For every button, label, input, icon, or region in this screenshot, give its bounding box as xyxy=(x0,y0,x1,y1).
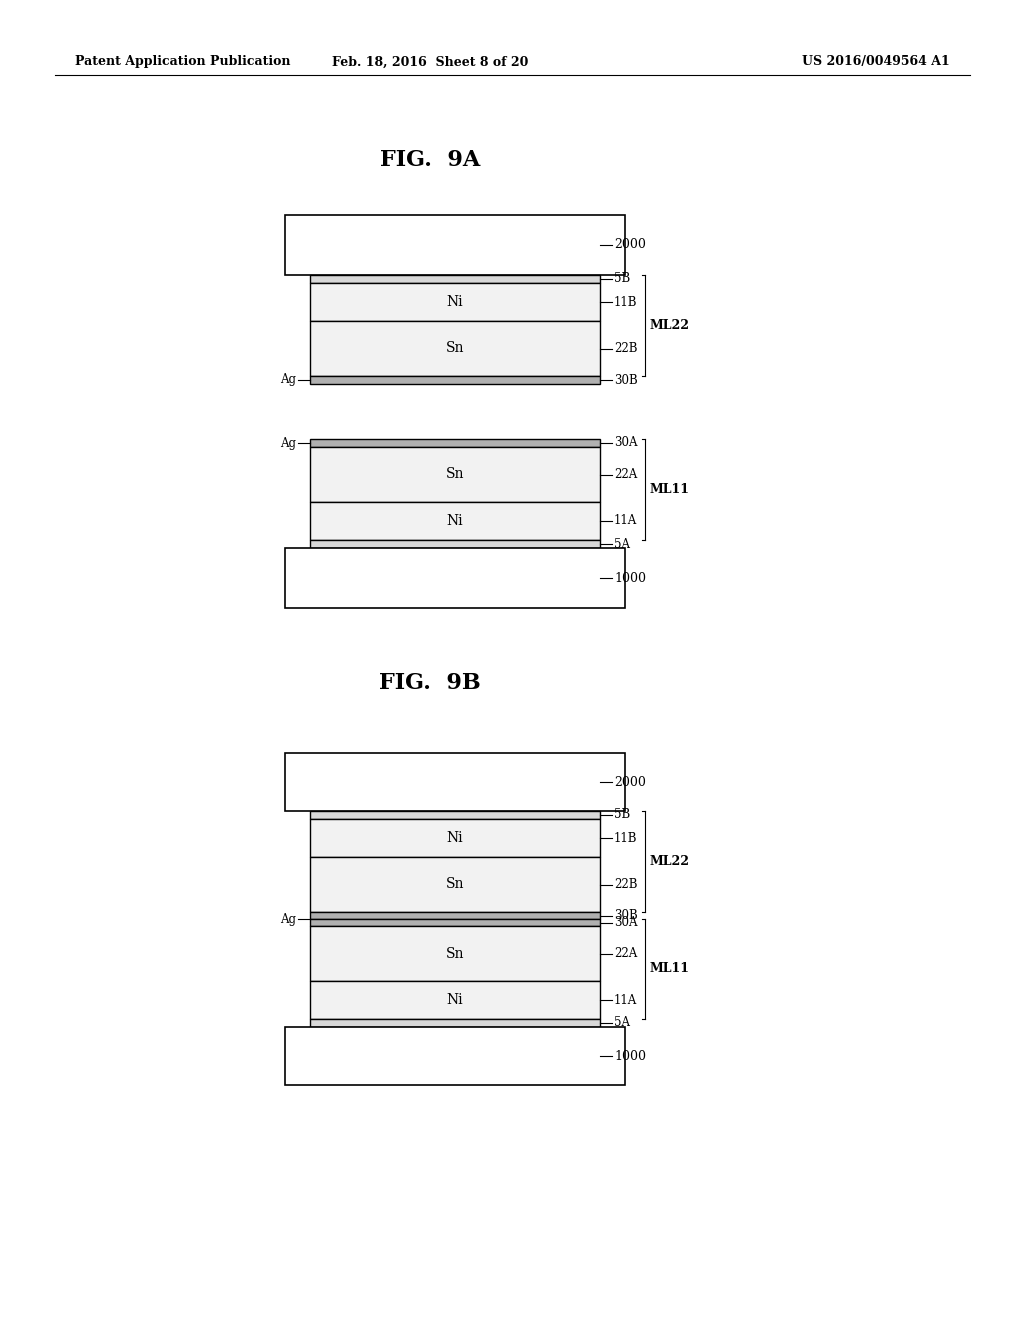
Bar xyxy=(310,275,600,282)
Bar xyxy=(310,540,600,548)
Bar xyxy=(310,447,600,502)
Bar xyxy=(310,282,600,321)
Text: Ag: Ag xyxy=(280,437,296,450)
Text: Sn: Sn xyxy=(445,946,464,961)
Bar xyxy=(285,752,625,810)
Text: 22B: 22B xyxy=(614,878,638,891)
Text: 30A: 30A xyxy=(614,437,638,450)
Bar xyxy=(310,1019,600,1027)
Text: Feb. 18, 2016  Sheet 8 of 20: Feb. 18, 2016 Sheet 8 of 20 xyxy=(332,55,528,69)
Text: Ag: Ag xyxy=(280,374,296,387)
Text: 5B: 5B xyxy=(614,272,630,285)
Text: 2000: 2000 xyxy=(614,776,646,788)
Bar xyxy=(310,818,600,857)
Bar xyxy=(310,502,600,540)
Text: ML22: ML22 xyxy=(650,319,690,333)
Text: 30B: 30B xyxy=(614,374,638,387)
Text: 22A: 22A xyxy=(614,946,637,960)
Bar xyxy=(310,912,600,919)
Text: US 2016/0049564 A1: US 2016/0049564 A1 xyxy=(802,55,950,69)
Bar xyxy=(285,1027,625,1085)
Bar xyxy=(285,548,625,609)
Text: Ni: Ni xyxy=(446,832,463,845)
Text: 1000: 1000 xyxy=(614,572,646,585)
Bar xyxy=(310,440,600,447)
Text: 11A: 11A xyxy=(614,515,637,528)
Text: ML11: ML11 xyxy=(650,962,690,975)
Bar xyxy=(310,321,600,376)
Bar xyxy=(310,376,600,384)
Text: Ni: Ni xyxy=(446,513,463,528)
Text: Sn: Sn xyxy=(445,878,464,891)
Text: 22B: 22B xyxy=(614,342,638,355)
Text: 5B: 5B xyxy=(614,808,630,821)
Text: 11B: 11B xyxy=(614,296,638,309)
Text: ML22: ML22 xyxy=(650,855,690,869)
Bar xyxy=(310,810,600,818)
Text: 11B: 11B xyxy=(614,832,638,845)
Text: FIG.  9B: FIG. 9B xyxy=(379,672,481,694)
Text: 11A: 11A xyxy=(614,994,637,1006)
Text: Patent Application Publication: Patent Application Publication xyxy=(75,55,291,69)
Text: Sn: Sn xyxy=(445,467,464,482)
Text: Ni: Ni xyxy=(446,294,463,309)
Bar xyxy=(310,981,600,1019)
Text: 30B: 30B xyxy=(614,909,638,921)
Bar xyxy=(310,927,600,981)
Text: 5A: 5A xyxy=(614,1016,630,1030)
Text: Ag: Ag xyxy=(280,912,296,925)
Bar xyxy=(285,215,625,275)
Text: Ni: Ni xyxy=(446,993,463,1007)
Text: 22A: 22A xyxy=(614,469,637,480)
Bar xyxy=(310,857,600,912)
Text: 1000: 1000 xyxy=(614,1049,646,1063)
Text: 30A: 30A xyxy=(614,916,638,929)
Text: 5A: 5A xyxy=(614,537,630,550)
Text: Sn: Sn xyxy=(445,342,464,355)
Text: 2000: 2000 xyxy=(614,239,646,252)
Text: ML11: ML11 xyxy=(650,483,690,496)
Text: FIG.  9A: FIG. 9A xyxy=(380,149,480,172)
Bar xyxy=(310,919,600,927)
